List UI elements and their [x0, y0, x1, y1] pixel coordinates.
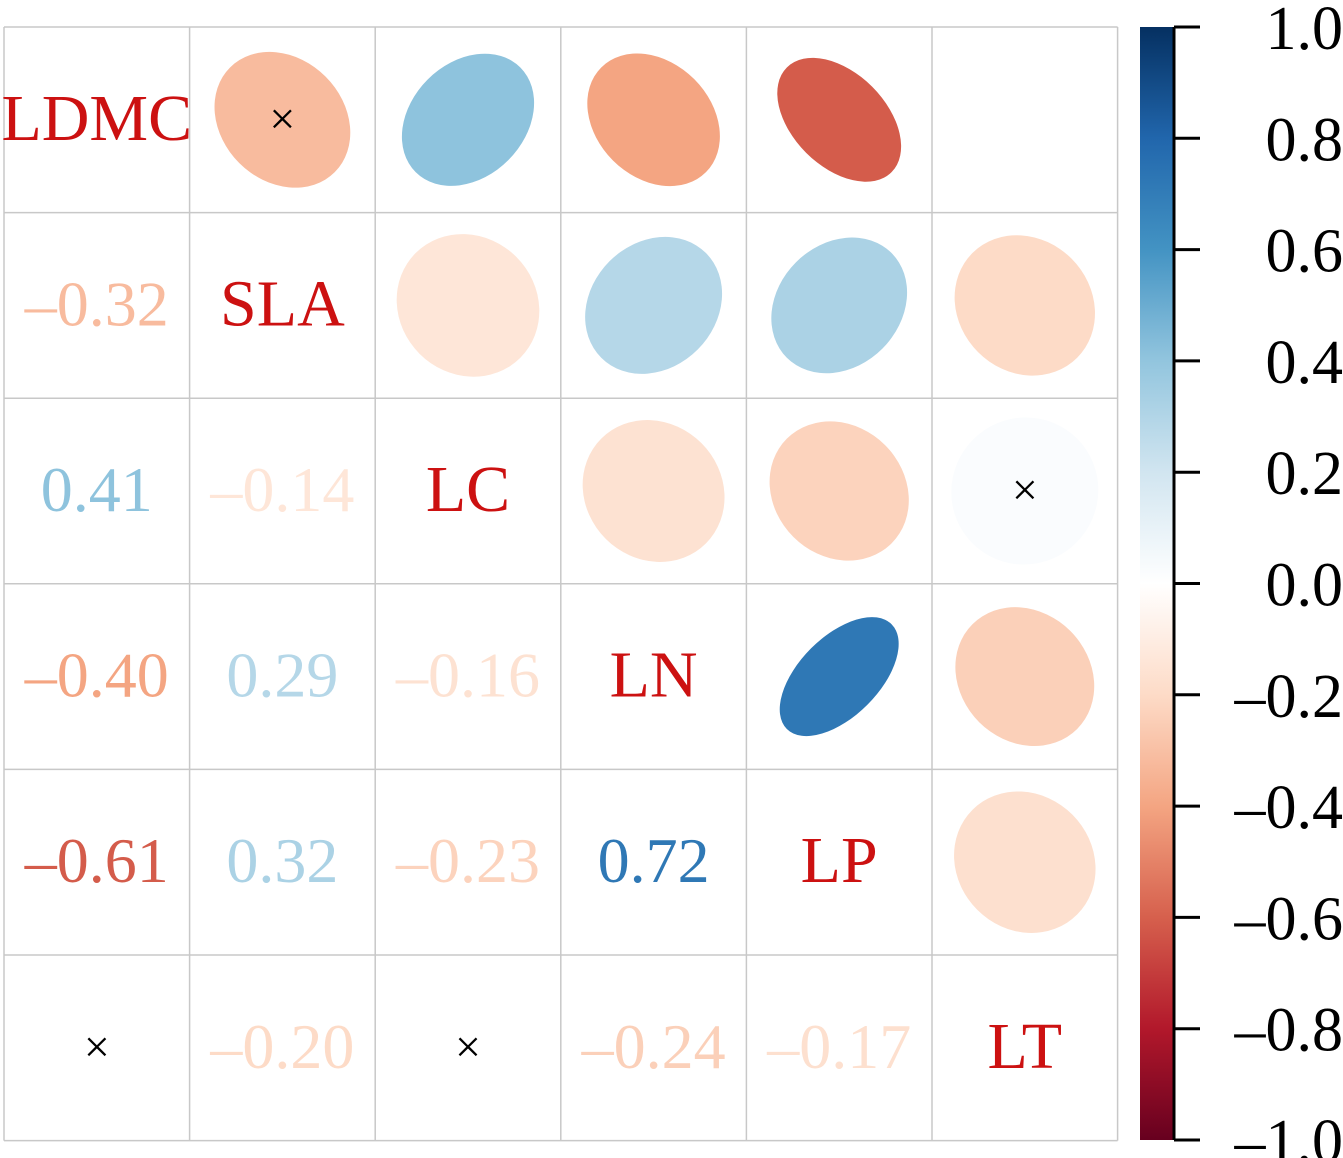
variable-label-ln: LN [610, 639, 698, 712]
insignificant-mark: × [269, 93, 295, 144]
correlation-ellipse [396, 234, 540, 377]
correlation-value-label: 0.41 [41, 454, 153, 525]
correlation-value-label: –0.14 [209, 454, 354, 525]
correlation-ellipse [401, 53, 535, 186]
color-scale-tick-label: 0.4 [1266, 329, 1343, 397]
color-scale-tick-label: –0.6 [1234, 885, 1343, 953]
variable-label-sla: SLA [220, 267, 345, 340]
insignificant-mark: × [1012, 464, 1038, 515]
correlation-value-label: –0.16 [395, 640, 540, 711]
variable-label-ldmc: LDMC [1, 82, 192, 155]
correlation-value-label: 0.29 [226, 640, 338, 711]
correlation-ellipse [771, 237, 908, 374]
correlation-ellipse [587, 53, 720, 187]
correlation-value-label: –0.32 [24, 268, 169, 339]
correlation-value-label: –0.40 [24, 640, 169, 711]
color-scale-tick-label: 0.2 [1266, 440, 1343, 508]
correlation-ellipse [954, 791, 1096, 933]
variable-label-lp: LP [801, 824, 878, 897]
color-scale-tick-label: –1.0 [1234, 1108, 1343, 1158]
insignificant-mark: × [84, 1021, 110, 1072]
color-scale-legend: 1.0 0.8 0.6 0.4 0.2 0.0 –0.2 –0.4 –0.6 –0.8 –1.0 [1140, 0, 1343, 1158]
color-scale-tick-label: 0.8 [1266, 106, 1343, 174]
color-scale-tick-label: 1.0 [1266, 0, 1343, 63]
color-scale-tick-label: 0.6 [1266, 218, 1343, 286]
correlation-value-label: –0.24 [581, 1011, 726, 1082]
correlation-ellipse [954, 235, 1095, 376]
correlation-ellipse [955, 607, 1095, 747]
correlation-ellipse [585, 236, 723, 374]
correlation-value-label: –0.17 [766, 1011, 911, 1082]
color-scale-tick-label: –0.2 [1234, 663, 1343, 731]
correlation-value-label: –0.23 [395, 825, 540, 896]
correlation-value-label: 0.32 [226, 825, 338, 896]
correlation-ellipse [777, 57, 902, 182]
variable-label-lc: LC [426, 453, 510, 526]
correlation-ellipse [951, 417, 1099, 565]
matrix-cells: LDMC × –0.32 SLA 0.41 –0.14 LC × –0.40 0.29 –0.16 L… [1, 51, 1099, 1083]
color-scale-tick-label: 0.0 [1266, 552, 1343, 620]
matrix-grid [3, 26, 1119, 1142]
correlation-ellipse [769, 421, 909, 561]
insignificant-mark: × [455, 1021, 481, 1072]
correlation-ellipse [582, 420, 725, 562]
correlation-ellipse [779, 617, 899, 737]
correlation-value-label: –0.20 [209, 1011, 354, 1082]
color-scale-bar [1140, 27, 1174, 1140]
correlation-value-label: 0.72 [598, 825, 710, 896]
color-scale-tick-label: –0.8 [1234, 997, 1343, 1065]
variable-label-lt: LT [988, 1010, 1063, 1083]
correlation-value-label: –0.61 [24, 825, 169, 896]
correlation-ellipse [214, 51, 351, 188]
color-scale-tick-label: –0.4 [1234, 774, 1343, 842]
